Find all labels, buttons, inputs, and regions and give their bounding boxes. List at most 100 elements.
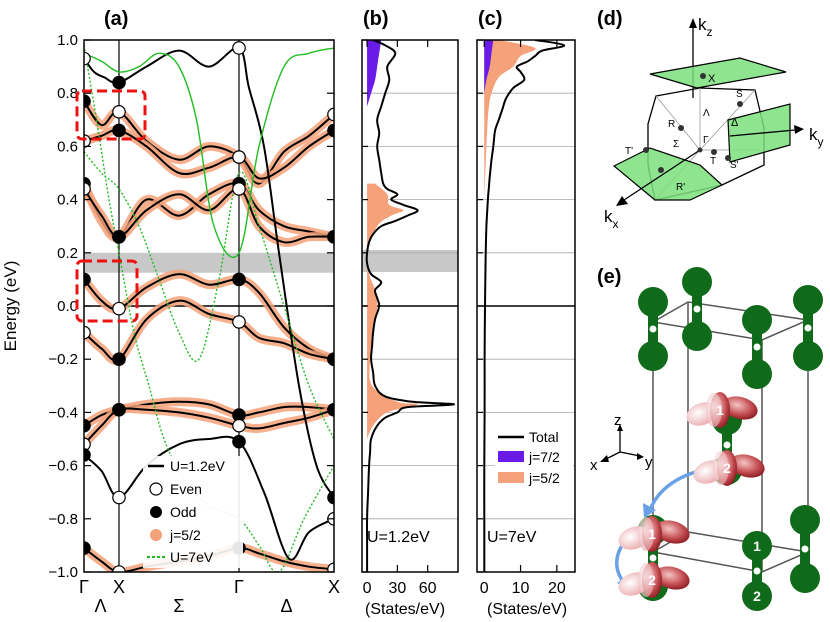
energy-axis-ticks: 1.0 0.8 0.6 0.4 0.2 0.0 −0.2 −0.4 −0.6 −0.8 −1.0 [48,32,334,581]
brillouin-zone-diagram: kk_zz kk_yy kk_xx X S R Λ Δ Σ Γ T' T S' … [604,15,824,231]
k-point-label: Γ [79,577,89,597]
lattice-atom [742,305,772,335]
dos-b-xlabel: (States/eV) [365,601,445,618]
lattice-atom [682,267,712,297]
energy-tick-label: 1.0 [57,32,78,49]
panel-label-a: (a) [104,8,128,30]
dos-panel-c: 0 10 20 U=7eV (States/eV) Total j=7/2 j=5/… [476,39,576,618]
gap-shading-b [362,250,458,272]
k-segment-label: Δ [280,596,292,616]
odd-parity-marker [232,434,246,449]
lattice-atom [638,287,668,317]
panel-label-b: (b) [363,8,389,30]
dos-c-annotation: U=7eV [487,529,537,546]
bz-point-T: T [710,156,716,167]
kz-axis-arrowhead [689,18,697,28]
bz-point-Gamma: Γ [703,135,709,146]
site-label: 2 [753,588,761,604]
legend-even-label: Even [170,481,202,497]
coordinate-triad [603,428,641,461]
k-segment-label: Σ [173,596,184,616]
legend-odd-swatch [150,506,162,518]
k-point-label: X [328,577,340,597]
odd-parity-marker [112,75,126,90]
legend-a: U=1.2eV Even Odd j=5/2 U=7eV [143,456,243,568]
dos-c-xticks: 0 10 20 [477,39,566,597]
site-label: 1 [753,538,761,554]
dos-j72-area [484,40,494,94]
lattice-atom [638,341,668,371]
bz-point-Delta: Δ [731,117,739,129]
dos-j52-area [366,183,418,439]
bz-point-S: S [736,89,743,100]
ky-axis-label: kk_yy [809,125,824,149]
lattice-atom [742,531,772,561]
site-label: 1 [716,402,724,418]
band-u7-line [84,47,334,259]
ky-axis-arrowhead [794,125,804,134]
odd-parity-marker [112,230,126,244]
dos-tick-label: 0 [480,580,489,597]
legend-u7-label: U=7eV [170,549,214,565]
orbital-site: 1 [618,516,690,552]
bz-lower-plane [612,147,724,201]
dos-tick-label: 0 [363,580,372,597]
even-parity-marker [112,490,126,505]
dumbbell-atom-pair [638,287,668,371]
lattice-atom [790,563,820,593]
orbital-site: 1 [686,392,758,428]
bz-point-Lambda: Λ [703,108,710,119]
even-parity-marker [112,105,126,119]
orbital-site: 2 [693,450,765,486]
dos-tick-label: 60 [419,580,437,597]
f-orbital-lobes: 1 2 1 2 [618,392,765,598]
legend-total-label: Total [529,429,559,445]
odd-parity-marker [232,272,246,287]
bz-point-X: X [708,73,716,85]
bz-top-plane [649,57,787,89]
dos-total-curve [483,40,566,572]
energy-tick-label: 0.6 [57,138,78,155]
bz-point-R: R [668,119,675,130]
lattice-atom [742,581,772,611]
energy-axis-label: Energy (eV) [1,261,20,352]
odd-parity-marker [112,123,126,138]
dos-c-gridlines [477,92,575,520]
even-parity-marker [232,418,246,433]
bz-point-Sprime: S' [730,160,739,171]
bz-point-Sigma: Σ [673,139,679,150]
energy-tick-label: −0.4 [48,404,78,421]
even-parity-marker [232,315,246,329]
lattice-atom [742,359,772,389]
panel-label-c: (c) [478,8,502,30]
kx-axis-label: kk_xx [604,207,619,231]
site-label: 2 [648,572,656,588]
legend-u12-label: U=1.2eV [170,458,226,474]
dos-tick-label: 10 [512,580,530,597]
band-j52-weight [84,125,334,184]
lattice-atom [793,341,823,371]
lattice-atom [682,321,712,351]
dos-b-xticks: 0 30 60 [362,39,437,597]
kx-axis-arrowhead [616,196,628,206]
energy-tick-label: 0.2 [57,245,78,262]
dos-b-annotation: U=1.2eV [367,529,430,546]
dos-c-curves [483,40,566,572]
energy-tick-label: −1.0 [48,564,78,581]
dumbbell-atom-pair [742,305,772,389]
ky-axis [729,129,796,137]
kz-axis-label: kk_zz [698,15,713,39]
even-parity-marker [112,301,126,316]
lattice-atom [790,505,820,535]
dos-j52-area [484,40,536,200]
even-parity-marker [232,182,246,196]
bz-hexagon-body [647,87,765,201]
bz-point-Rprime: R' [676,182,685,193]
orbital-site: 2 [618,562,690,598]
dumbbell-atom-pair: 12 [742,531,772,611]
legend-c: Total j=7/2 j=5/2 [495,425,573,495]
dos-c-xlabel: (States/eV) [487,601,567,618]
triad-x-label: x [590,457,598,474]
